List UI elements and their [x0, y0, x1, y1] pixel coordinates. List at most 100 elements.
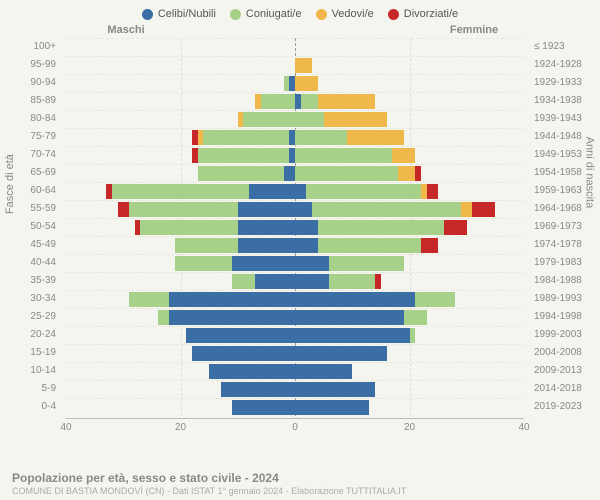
segment-celibi: [232, 400, 295, 415]
plot-area: Fasce di età Anni di nascita 100+95-9990…: [12, 38, 588, 438]
y-axis-right: ≤ 19231924-19281929-19331934-19381939-19…: [530, 38, 588, 416]
segment-coniugati: [301, 94, 318, 109]
segment-celibi: [249, 184, 295, 199]
segment-coniugati: [203, 130, 289, 145]
segment-divorziati: [444, 220, 467, 235]
segment-coniugati: [140, 220, 237, 235]
legend-swatch: [316, 9, 327, 20]
pyramid-row: [66, 184, 524, 199]
segment-coniugati: [306, 184, 421, 199]
legend-item: Celibi/Nubili: [142, 8, 216, 20]
segment-vedovi: [295, 58, 312, 73]
male-bar: [66, 346, 295, 361]
age-tick: 15-19: [12, 348, 60, 358]
male-bar: [66, 148, 295, 163]
birth-year-tick: 1934-1938: [530, 96, 588, 106]
y-axis-left: 100+95-9990-9485-8980-8475-7970-7465-696…: [12, 38, 60, 416]
segment-celibi: [186, 328, 295, 343]
male-bar: [66, 184, 295, 199]
x-tick: 20: [175, 422, 186, 433]
segment-coniugati: [404, 310, 427, 325]
segment-celibi: [295, 184, 306, 199]
age-tick: 85-89: [12, 96, 60, 106]
segment-coniugati: [410, 328, 416, 343]
segment-coniugati: [112, 184, 249, 199]
segment-celibi: [169, 292, 295, 307]
birth-year-tick: 1979-1983: [530, 258, 588, 268]
bars-area: [66, 38, 524, 416]
pyramid-row: [66, 400, 524, 415]
segment-coniugati: [129, 202, 238, 217]
male-bar: [66, 274, 295, 289]
x-tick: 40: [518, 422, 529, 433]
male-bar: [66, 220, 295, 235]
segment-vedovi: [318, 94, 375, 109]
female-bar: [295, 202, 524, 217]
pyramid-row: [66, 382, 524, 397]
segment-celibi: [284, 166, 295, 181]
birth-year-tick: 1989-1993: [530, 294, 588, 304]
male-bar: [66, 94, 295, 109]
segment-celibi: [238, 220, 295, 235]
x-tick: 20: [404, 422, 415, 433]
age-tick: 35-39: [12, 276, 60, 286]
male-bar: [66, 310, 295, 325]
female-bar: [295, 382, 524, 397]
age-tick: 90-94: [12, 78, 60, 88]
age-tick: 0-4: [12, 402, 60, 412]
x-tick: 0: [292, 422, 298, 433]
birth-year-tick: 1999-2003: [530, 330, 588, 340]
female-bar: [295, 112, 524, 127]
pyramid-row: [66, 94, 524, 109]
birth-year-tick: 1974-1978: [530, 240, 588, 250]
segment-divorziati: [421, 238, 438, 253]
segment-celibi: [295, 346, 387, 361]
segment-coniugati: [232, 274, 255, 289]
segment-coniugati: [329, 256, 403, 271]
segment-celibi: [295, 274, 329, 289]
chart-footer: Popolazione per età, sesso e stato civil…: [12, 471, 588, 496]
female-bar: [295, 148, 524, 163]
female-bar: [295, 238, 524, 253]
birth-year-tick: 1954-1958: [530, 168, 588, 178]
age-tick: 25-29: [12, 312, 60, 322]
age-tick: 70-74: [12, 150, 60, 160]
female-bar: [295, 58, 524, 73]
legend-swatch: [142, 9, 153, 20]
birth-year-tick: ≤ 1923: [530, 42, 588, 52]
pyramid-row: [66, 220, 524, 235]
birth-year-tick: 1959-1963: [530, 186, 588, 196]
legend-label: Celibi/Nubili: [158, 8, 216, 20]
segment-vedovi: [347, 130, 404, 145]
male-bar: [66, 130, 295, 145]
segment-celibi: [295, 220, 318, 235]
female-bar: [295, 256, 524, 271]
pyramid-row: [66, 166, 524, 181]
population-pyramid-chart: Celibi/NubiliConiugati/eVedovi/eDivorzia…: [0, 0, 600, 500]
male-bar: [66, 256, 295, 271]
segment-celibi: [295, 202, 312, 217]
age-tick: 30-34: [12, 294, 60, 304]
female-bar: [295, 220, 524, 235]
age-tick: 65-69: [12, 168, 60, 178]
segment-coniugati: [312, 202, 461, 217]
female-bar: [295, 94, 524, 109]
segment-celibi: [192, 346, 295, 361]
birth-year-tick: 1984-1988: [530, 276, 588, 286]
male-bar: [66, 166, 295, 181]
segment-celibi: [295, 328, 410, 343]
male-bar: [66, 76, 295, 91]
male-header: Maschi: [12, 24, 300, 36]
pyramid-row: [66, 310, 524, 325]
female-bar: [295, 184, 524, 199]
female-bar: [295, 400, 524, 415]
segment-celibi: [295, 364, 352, 379]
legend-item: Vedovi/e: [316, 8, 374, 20]
age-tick: 80-84: [12, 114, 60, 124]
segment-celibi: [295, 400, 369, 415]
pyramid-row: [66, 292, 524, 307]
male-bar: [66, 112, 295, 127]
legend-label: Vedovi/e: [332, 8, 374, 20]
segment-celibi: [209, 364, 295, 379]
segment-celibi: [295, 238, 318, 253]
